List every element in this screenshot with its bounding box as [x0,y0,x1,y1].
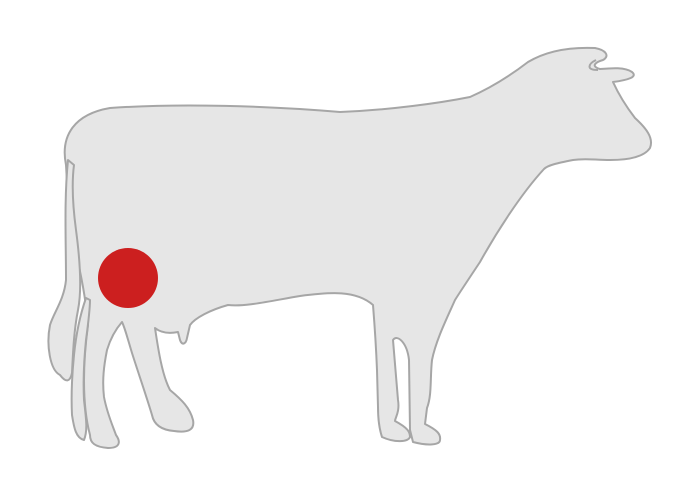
cow-far-hind-leg [70,297,91,441]
cow-silhouette-icon [47,46,652,449]
cow-body [63,46,652,449]
cow-ear [588,59,599,71]
location-marker-icon [98,248,158,308]
cow-tail [47,159,82,382]
